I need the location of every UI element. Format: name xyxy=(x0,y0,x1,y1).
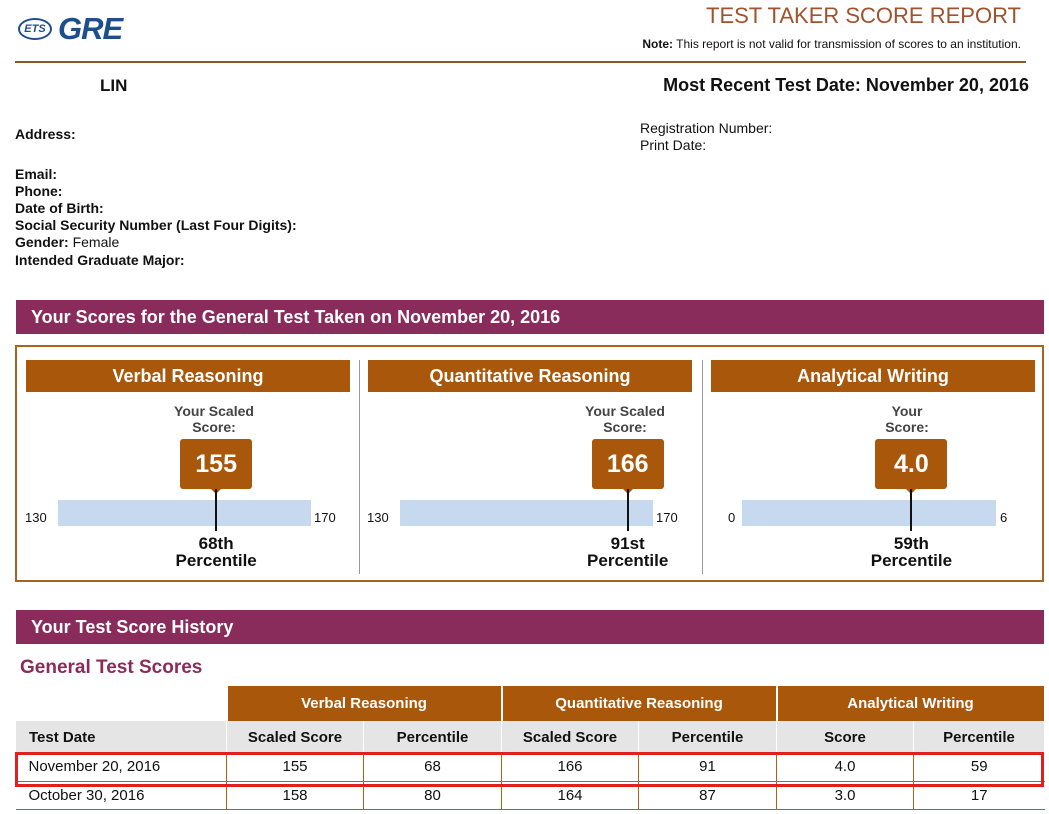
major-label: Intended Graduate Major: xyxy=(15,252,185,268)
most-recent-test-date: Most Recent Test Date: November 20, 2016 xyxy=(663,75,1029,96)
email-label: Email: xyxy=(15,166,58,182)
percentile-label: 68th Percentile xyxy=(156,535,276,569)
taker-name: LIN xyxy=(100,76,128,95)
score-range-min: 0 xyxy=(728,510,736,525)
percentile-value: 68th xyxy=(198,534,234,553)
score-range-min: 130 xyxy=(25,510,47,525)
cell-quant-percentile: 91 xyxy=(638,753,777,782)
registration-number-label: Registration Number: xyxy=(640,120,773,136)
print-date-label: Print Date: xyxy=(640,137,707,153)
panel-title: Analytical Writing xyxy=(711,360,1035,392)
cell-writing-score: 4.0 xyxy=(776,753,914,782)
scaled-score-label-line2: Score: xyxy=(603,419,647,435)
history-banner: Your Test Score History xyxy=(16,610,1044,644)
panel-divider xyxy=(359,360,360,574)
percentile-label: 91st Percentile xyxy=(568,535,688,569)
report-note-label: Note: xyxy=(642,37,674,51)
column-header: Percentile xyxy=(913,721,1045,753)
cell-writing-score: 3.0 xyxy=(776,781,914,810)
column-header: Scaled Score xyxy=(501,721,639,753)
percentile-value: 59th xyxy=(893,534,929,553)
percentile-value: 91st xyxy=(610,534,645,553)
score-history-table: Verbal Reasoning Quantitative Reasoning … xyxy=(15,686,1046,810)
dob-label: Date of Birth: xyxy=(15,200,104,216)
score-marker-line xyxy=(910,489,913,531)
score-marker-line xyxy=(215,489,218,531)
column-header: Test Date xyxy=(15,721,227,753)
table-row: November 20, 2016 155 68 166 91 4.0 59 xyxy=(15,753,1045,782)
scaled-score-label-line2: Score: xyxy=(192,419,236,435)
group-header-verbal: Verbal Reasoning xyxy=(225,686,503,721)
score-range-max: 6 xyxy=(1000,510,1008,525)
score-range-bar xyxy=(58,500,311,526)
cell-writing-percentile: 59 xyxy=(913,753,1045,782)
scaled-score-label-line1: Your xyxy=(891,403,923,419)
percentile-label: 59th Percentile xyxy=(851,535,971,569)
scaled-score-label-line1: Your Scaled xyxy=(174,403,254,419)
cell-quant-score: 164 xyxy=(501,781,639,810)
scaled-score-label-line2: Score: xyxy=(885,419,929,435)
score-range-bar xyxy=(742,500,996,526)
scaled-score-label: Your Scaled Score: xyxy=(154,403,274,435)
score-panel-writing: Analytical Writing Your Score: 4.0 0 6 59… xyxy=(702,347,1044,580)
score-range-min: 130 xyxy=(367,510,389,525)
panel-title: Verbal Reasoning xyxy=(26,360,350,392)
score-marker-line xyxy=(626,489,629,531)
gender-value: Female xyxy=(72,234,120,250)
group-header-quantitative: Quantitative Reasoning xyxy=(500,686,778,721)
cell-quant-score: 166 xyxy=(501,753,639,782)
ets-logo-icon: ETS xyxy=(18,18,52,40)
cell-test-date: November 20, 2016 xyxy=(15,753,227,782)
cell-verbal-percentile: 68 xyxy=(363,753,502,782)
column-header: Scaled Score xyxy=(226,721,364,753)
group-header-writing: Analytical Writing xyxy=(775,686,1046,721)
ets-gre-logo: ETS GRE xyxy=(18,11,123,46)
scores-banner: Your Scores for the General Test Taken o… xyxy=(16,300,1044,334)
cell-writing-percentile: 17 xyxy=(913,781,1045,810)
percentile-word: Percentile xyxy=(587,551,669,570)
column-header: Percentile xyxy=(638,721,777,753)
score-range-max: 170 xyxy=(314,510,336,525)
scaled-score-label-line1: Your Scaled xyxy=(585,403,665,419)
recent-date-label: Most Recent Test Date: xyxy=(663,75,861,95)
percentile-word: Percentile xyxy=(870,551,953,570)
score-badge: 4.0 xyxy=(875,439,948,489)
column-header: Percentile xyxy=(363,721,502,753)
cell-quant-percentile: 87 xyxy=(638,781,777,810)
table-row: October 30, 2016 158 80 164 87 3.0 17 xyxy=(15,781,1045,810)
score-panel-verbal: Verbal Reasoning Your Scaled Score: 155 1… xyxy=(17,347,359,580)
scaled-score-label: Your Score: xyxy=(847,403,967,435)
gender-label: Gender: xyxy=(15,234,69,250)
score-badge: 166 xyxy=(591,439,664,489)
header-divider xyxy=(15,61,1026,63)
gre-logo-text: GRE xyxy=(58,11,123,46)
address-label: Address: xyxy=(15,126,76,142)
table-corner xyxy=(15,686,227,721)
cell-verbal-percentile: 80 xyxy=(363,781,502,810)
cell-test-date: October 30, 2016 xyxy=(15,781,227,810)
panel-divider xyxy=(702,360,703,574)
column-header: Score xyxy=(776,721,914,753)
score-badge: 155 xyxy=(180,439,253,489)
phone-label: Phone: xyxy=(15,183,63,199)
gender-field: Gender: Female xyxy=(15,234,119,250)
scaled-score-label: Your Scaled Score: xyxy=(565,403,685,435)
score-range-bar xyxy=(400,500,653,526)
percentile-word: Percentile xyxy=(175,551,257,570)
report-note: Note: This report is not valid for trans… xyxy=(642,37,1021,51)
ssn-label: Social Security Number (Last Four Digits… xyxy=(15,217,297,233)
score-range-max: 170 xyxy=(656,510,678,525)
history-subtitle: General Test Scores xyxy=(20,657,203,678)
cell-verbal-score: 158 xyxy=(226,781,364,810)
report-title: TEST TAKER SCORE REPORT xyxy=(706,3,1021,28)
recent-date-value: November 20, 2016 xyxy=(865,75,1029,95)
report-note-text: This report is not valid for transmissio… xyxy=(673,37,1021,51)
cell-verbal-score: 155 xyxy=(226,753,364,782)
score-summary-box: Verbal Reasoning Your Scaled Score: 155 1… xyxy=(15,345,1044,582)
score-panel-quantitative: Quantitative Reasoning Your Scaled Score:… xyxy=(359,347,702,580)
panel-title: Quantitative Reasoning xyxy=(368,360,692,392)
